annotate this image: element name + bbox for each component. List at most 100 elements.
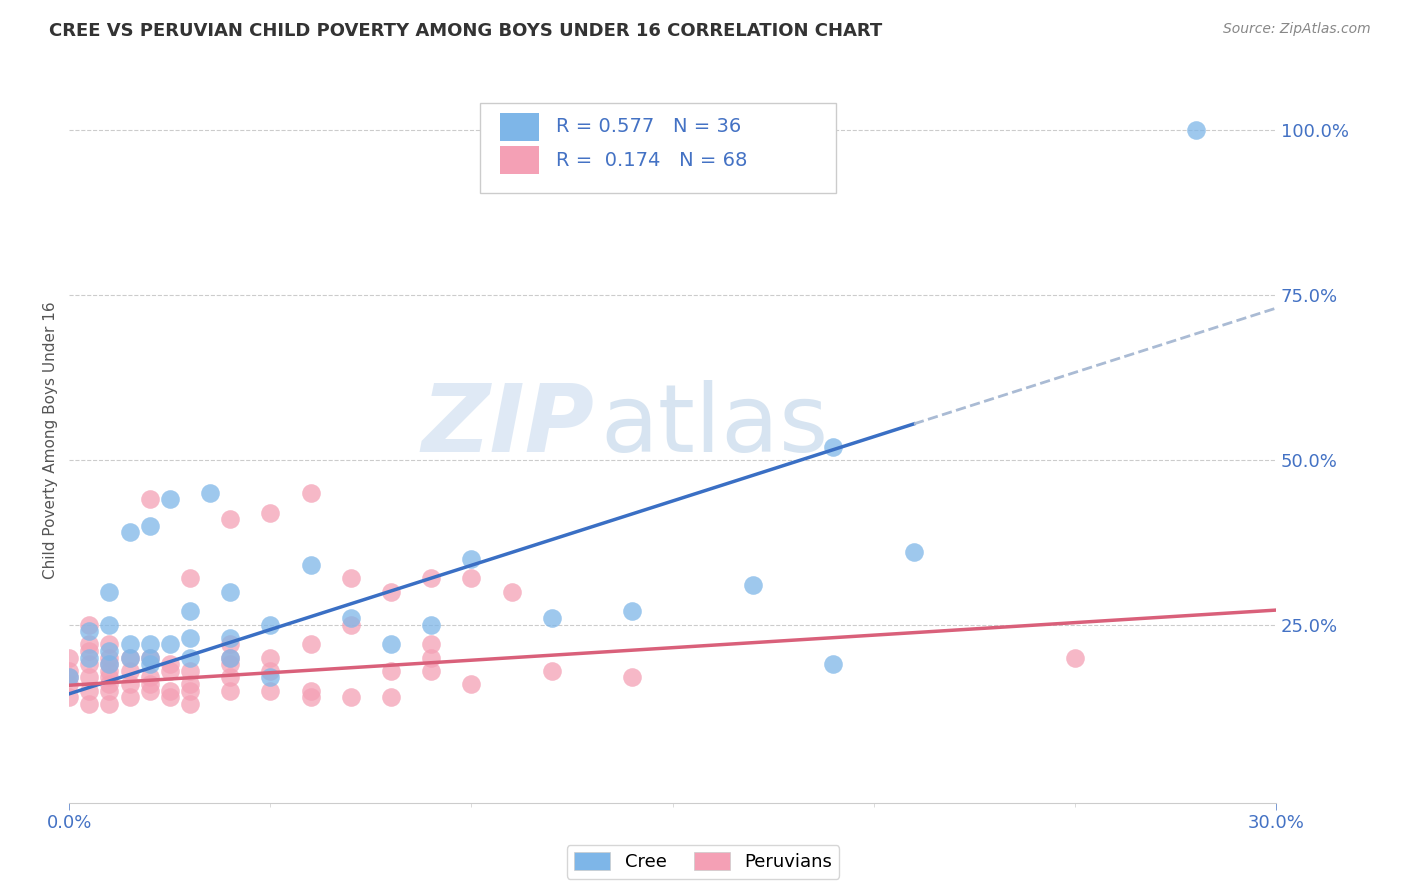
Point: [299, 558, 322, 573]
Point: [58, 650, 80, 665]
Point: [179, 697, 201, 711]
Point: [118, 677, 141, 691]
Text: R = 0.577   N = 36: R = 0.577 N = 36: [555, 117, 741, 136]
Point: [58, 677, 80, 691]
Point: [98, 584, 121, 599]
Point: [420, 617, 443, 632]
Point: [79, 683, 101, 698]
Point: [219, 637, 242, 651]
Point: [138, 677, 160, 691]
Point: [138, 650, 160, 665]
Point: [219, 512, 242, 526]
Point: [179, 683, 201, 698]
Point: [1184, 123, 1206, 137]
Text: R =  0.174   N = 68: R = 0.174 N = 68: [555, 151, 747, 169]
Point: [58, 664, 80, 678]
Point: [259, 506, 281, 520]
Point: [79, 670, 101, 684]
Point: [259, 670, 281, 684]
Bar: [501, 113, 538, 141]
Point: [98, 664, 121, 678]
Point: [823, 657, 845, 672]
Point: [340, 571, 363, 585]
Point: [460, 677, 482, 691]
Point: [98, 697, 121, 711]
Point: [179, 664, 201, 678]
Point: [420, 664, 443, 678]
Point: [299, 637, 322, 651]
Point: [340, 617, 363, 632]
Point: [98, 617, 121, 632]
Point: [159, 492, 181, 507]
Point: [138, 492, 160, 507]
Point: [98, 637, 121, 651]
Point: [138, 670, 160, 684]
Point: [98, 677, 121, 691]
Legend: Cree, Peruvians: Cree, Peruvians: [567, 846, 839, 879]
Text: atlas: atlas: [600, 379, 828, 472]
Point: [118, 637, 141, 651]
Point: [118, 650, 141, 665]
Point: [118, 664, 141, 678]
Text: ZIP: ZIP: [422, 379, 595, 472]
Point: [501, 584, 523, 599]
Point: [219, 657, 242, 672]
Point: [179, 604, 201, 618]
Point: [621, 604, 644, 618]
Point: [259, 617, 281, 632]
Point: [259, 664, 281, 678]
Point: [198, 485, 221, 500]
Point: [219, 650, 242, 665]
Bar: [501, 146, 538, 174]
Point: [58, 690, 80, 705]
Point: [340, 690, 363, 705]
Text: Source: ZipAtlas.com: Source: ZipAtlas.com: [1223, 22, 1371, 37]
Point: [179, 571, 201, 585]
Point: [79, 637, 101, 651]
Point: [903, 545, 925, 559]
Point: [159, 657, 181, 672]
Point: [118, 650, 141, 665]
Point: [299, 683, 322, 698]
Point: [98, 657, 121, 672]
Point: [98, 683, 121, 698]
Point: [179, 631, 201, 645]
Point: [159, 637, 181, 651]
Y-axis label: Child Poverty Among Boys Under 16: Child Poverty Among Boys Under 16: [44, 301, 58, 579]
Point: [219, 683, 242, 698]
Point: [159, 664, 181, 678]
Point: [541, 664, 564, 678]
Point: [1063, 650, 1085, 665]
Point: [98, 657, 121, 672]
Point: [98, 644, 121, 658]
Point: [179, 650, 201, 665]
Point: [58, 670, 80, 684]
Point: [742, 578, 765, 592]
Point: [159, 683, 181, 698]
Point: [118, 525, 141, 540]
Point: [299, 485, 322, 500]
Point: [420, 571, 443, 585]
Point: [79, 617, 101, 632]
Text: CREE VS PERUVIAN CHILD POVERTY AMONG BOYS UNDER 16 CORRELATION CHART: CREE VS PERUVIAN CHILD POVERTY AMONG BOY…: [49, 22, 883, 40]
Point: [380, 690, 402, 705]
Point: [621, 670, 644, 684]
Point: [159, 690, 181, 705]
Point: [138, 683, 160, 698]
Point: [98, 670, 121, 684]
Point: [460, 571, 482, 585]
Point: [138, 650, 160, 665]
Point: [219, 584, 242, 599]
Point: [98, 650, 121, 665]
Point: [340, 611, 363, 625]
Point: [58, 670, 80, 684]
Point: [460, 551, 482, 566]
Point: [541, 611, 564, 625]
Point: [138, 518, 160, 533]
Point: [79, 650, 101, 665]
Point: [219, 670, 242, 684]
Point: [79, 657, 101, 672]
Point: [299, 690, 322, 705]
Point: [380, 637, 402, 651]
Point: [118, 690, 141, 705]
